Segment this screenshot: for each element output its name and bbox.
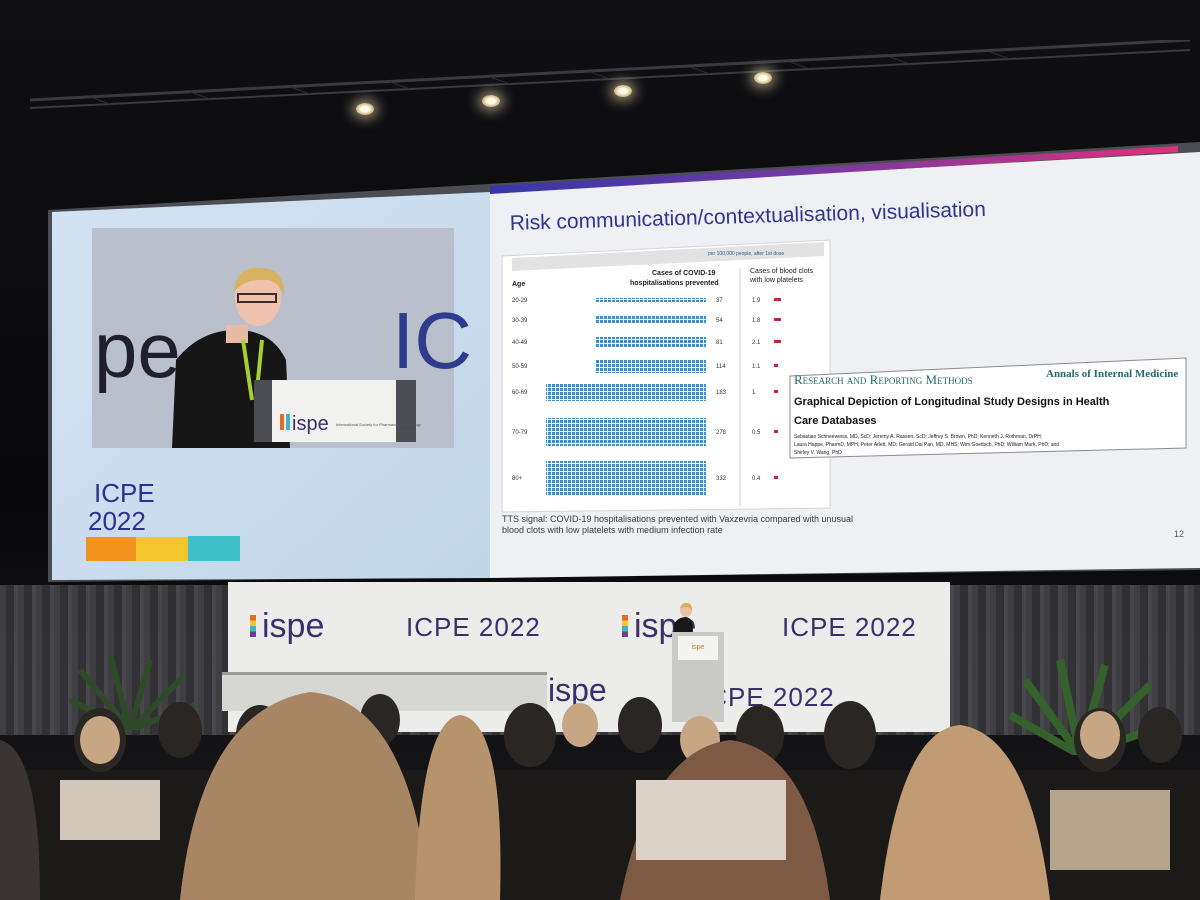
article-title-1: Graphical Depiction of Longitudinal Stud… xyxy=(794,396,1110,408)
hospitalisation-value: 81 xyxy=(716,340,723,346)
blood-clot-marks xyxy=(774,340,781,343)
blood-clot-marks xyxy=(774,318,781,321)
slide-caption-line1: TTS signal: COVID-19 hospitalisations pr… xyxy=(502,514,853,524)
brand-bar-orange xyxy=(86,537,136,561)
article-authors-1: Sebastian Schneeweiss, MD, ScD; Jeremy A… xyxy=(794,434,1042,440)
hospitalisation-isotype-bar xyxy=(596,316,706,324)
brand-bar-yellow xyxy=(136,537,188,561)
column-clots-header-2: with low platelets xyxy=(749,277,803,284)
article-authors-2: Laura Happe, PharmD, MPH; Peter Arlett, … xyxy=(794,442,1059,448)
video-podium-subtitle: International Society for Pharmacoepidem… xyxy=(336,422,421,427)
blood-clot-value: 1.1 xyxy=(752,364,761,370)
row-age-label: 20-29 xyxy=(512,298,528,304)
brand-bar-teal xyxy=(188,536,240,561)
video-backdrop-right: IC xyxy=(392,296,472,385)
table-header-note: per 100,000 people, after 1st dose xyxy=(708,251,784,257)
slide-page-number: 12 xyxy=(1174,529,1184,539)
blood-clot-value: 2.1 xyxy=(752,340,761,346)
blood-clot-marks xyxy=(774,430,778,433)
hospitalisation-value: 183 xyxy=(716,390,727,396)
slide-caption-line2: blood clots with low platelets with medi… xyxy=(502,525,723,535)
hospitalisation-value: 54 xyxy=(716,318,723,324)
stage-plants-left xyxy=(68,654,197,730)
row-age-label: 60-69 xyxy=(512,390,528,396)
hospitalisation-isotype-bar xyxy=(596,359,706,373)
blood-clot-value: 1 xyxy=(752,390,756,396)
stage-spotlight xyxy=(614,85,632,97)
article-authors-3: Shirley V. Wang, PhD xyxy=(794,450,842,456)
stage-spotlight xyxy=(356,103,374,115)
blood-clot-marks xyxy=(774,364,778,367)
slide-accent-stripe xyxy=(490,146,1178,194)
row-age-label: 70-79 xyxy=(512,430,528,436)
video-podium-logo: ispe xyxy=(292,413,329,435)
ispe-logo-mark xyxy=(622,615,628,637)
hospitalisation-value: 332 xyxy=(716,476,727,482)
blood-clot-marks xyxy=(774,390,778,393)
stage-event-right: ICPE 2022 xyxy=(782,612,917,642)
projection-screen: pe IC ispe International Society for Pha… xyxy=(48,142,1200,582)
stage-brand-lower: ispe xyxy=(548,672,607,708)
article-title-2: Care Databases xyxy=(794,415,877,427)
slide-event-year: 2022 xyxy=(88,506,146,536)
ispe-logo-mark xyxy=(250,615,256,637)
blood-clot-value: 1.8 xyxy=(752,318,761,324)
column-age-header: Age xyxy=(512,281,525,288)
row-age-label: 40-49 xyxy=(512,340,528,346)
slide-event-name: ICPE xyxy=(94,478,155,508)
stage-brand-left: ispe xyxy=(262,607,325,645)
stage-spotlight xyxy=(754,72,772,84)
speaker-glasses xyxy=(237,293,277,303)
row-age-label: 50-59 xyxy=(512,364,528,370)
row-age-label: 30-39 xyxy=(512,318,528,324)
hospitalisation-value: 114 xyxy=(716,364,726,370)
stage-event-left: ICPE 2022 xyxy=(406,612,541,642)
hospitalisation-isotype-bar xyxy=(596,337,706,347)
column-hosp-header-2: hospitalisations prevented xyxy=(630,280,719,287)
stage-spotlight xyxy=(482,95,500,107)
hospitalisation-isotype-bar xyxy=(596,298,706,302)
video-backdrop-left: pe xyxy=(94,306,181,394)
blood-clot-marks xyxy=(774,298,781,301)
blood-clot-marks xyxy=(774,476,778,479)
audience xyxy=(0,692,1200,900)
row-age-label: 80+ xyxy=(512,476,523,482)
article-journal: Annals of Internal Medicine xyxy=(1046,368,1178,380)
hospitalisation-isotype-bar xyxy=(546,418,706,446)
live-video-feed: pe IC ispe International Society for Pha… xyxy=(92,228,472,448)
column-hosp-header-1: Cases of COVID-19 xyxy=(652,270,716,277)
podium-label: ispe xyxy=(678,636,718,660)
column-clots-header-1: Cases of blood clots xyxy=(750,268,814,275)
hospitalisation-value: 278 xyxy=(716,430,727,436)
hospitalisation-isotype-bar xyxy=(546,461,706,495)
speaker-head xyxy=(235,270,281,326)
article-excerpt: Research and Reporting Methods Annals of… xyxy=(789,357,1187,459)
risk-table: per 100,000 people, after 1st dose Age C… xyxy=(501,239,831,513)
lighting-truss xyxy=(30,40,1190,109)
blood-clot-value: 1.9 xyxy=(752,298,761,304)
table-rows: 20-29 37 1.9 30-39 54 1.8 40-49 81 2.1 50-59 114 1.… xyxy=(512,298,781,495)
blood-clot-value: 0.4 xyxy=(752,476,761,482)
hospitalisation-isotype-bar xyxy=(546,383,706,401)
blood-clot-value: 0.5 xyxy=(752,430,761,436)
hospitalisation-value: 37 xyxy=(716,298,723,304)
article-section: Research and Reporting Methods xyxy=(794,372,973,387)
